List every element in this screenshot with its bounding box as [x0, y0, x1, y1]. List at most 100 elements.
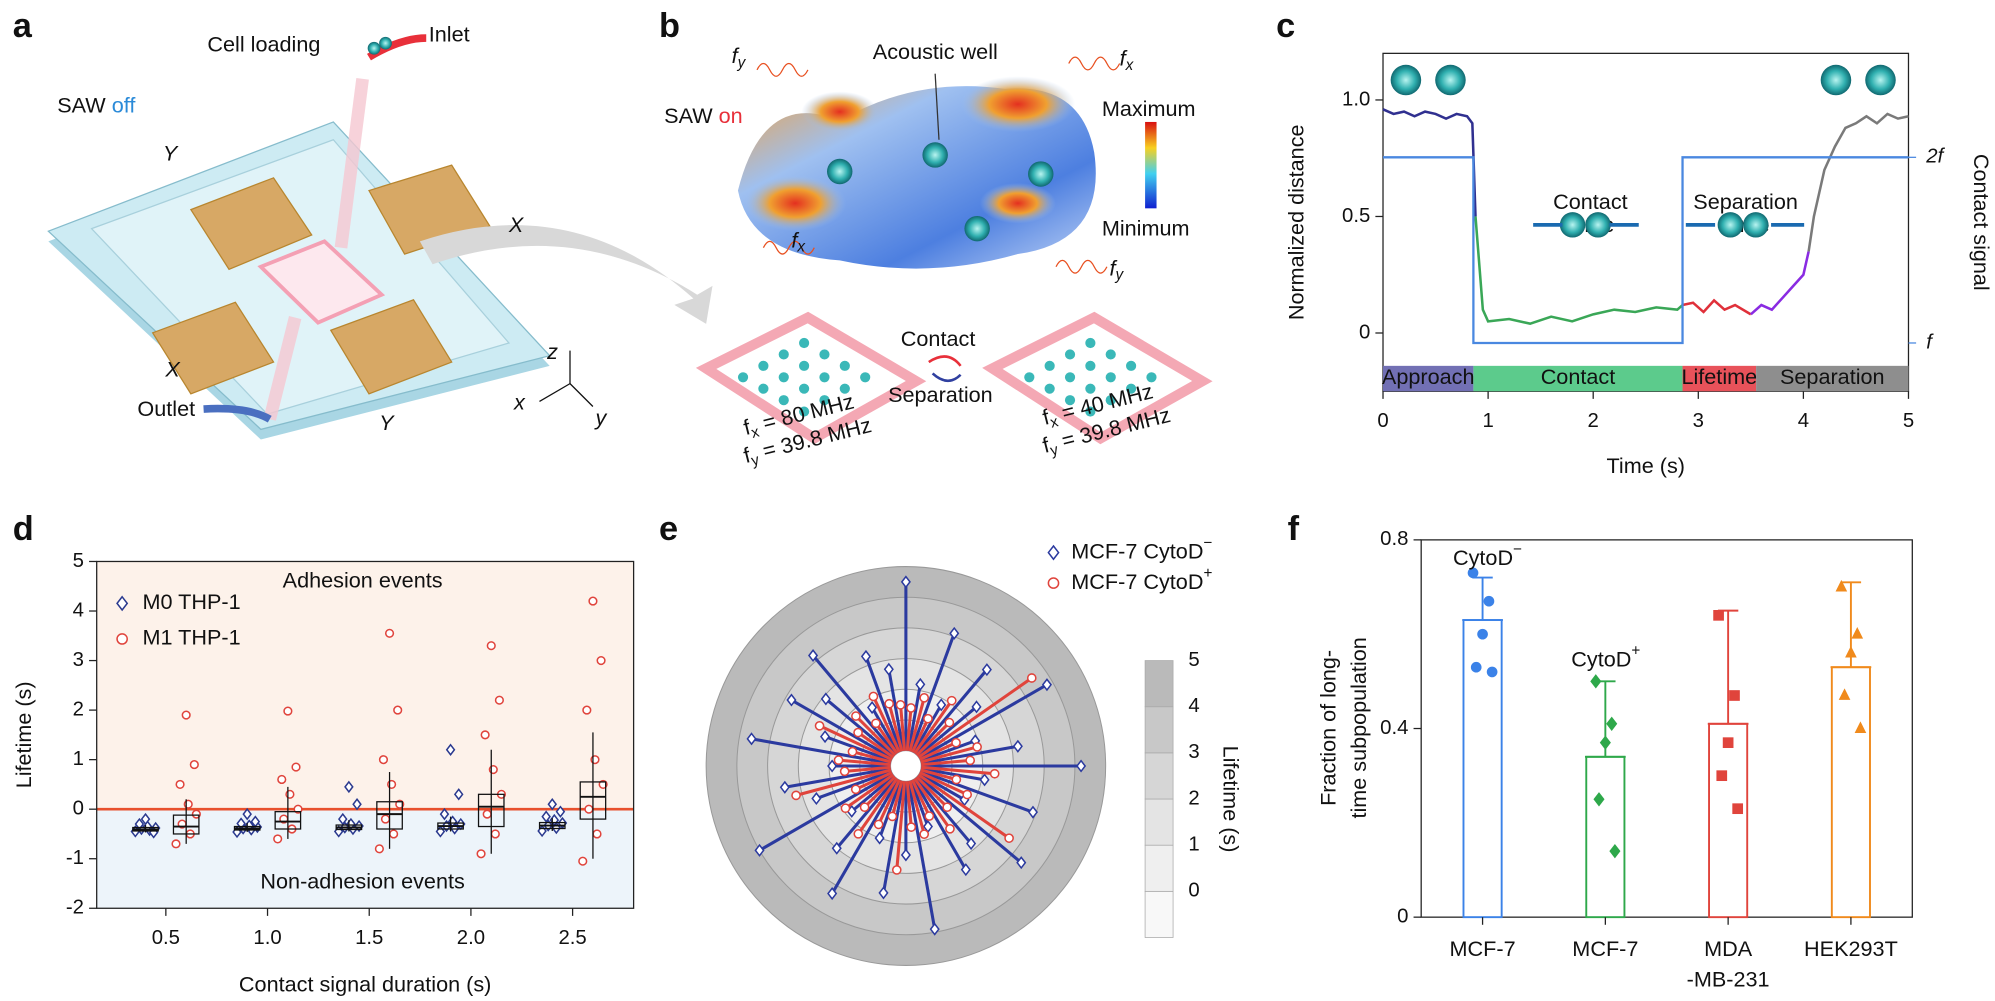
- legend-label: MCF-7 CytoD+: [1071, 565, 1212, 594]
- phase-label: Separation: [1780, 364, 1885, 389]
- electrode: [329, 299, 453, 395]
- cell: [1028, 161, 1054, 187]
- base: f: [732, 43, 740, 68]
- stem: [917, 773, 1010, 840]
- marker: [1016, 856, 1027, 870]
- cell: [778, 372, 789, 383]
- stem: [872, 695, 901, 753]
- sup: +: [1631, 643, 1640, 660]
- cell: [1064, 349, 1076, 360]
- marker: [979, 773, 990, 787]
- stem: [790, 698, 894, 760]
- cell: [1126, 383, 1137, 394]
- label: Cell loading: [207, 31, 320, 56]
- marker: [754, 843, 765, 857]
- electrode: [151, 301, 275, 395]
- colorbar-tick-label: 2: [1188, 787, 1199, 809]
- marker: [1845, 645, 1857, 658]
- marker: [596, 655, 606, 666]
- x-tick-label: -MB-231: [1687, 966, 1770, 991]
- marker: [915, 677, 926, 691]
- state: off: [112, 92, 137, 117]
- cell: [799, 383, 810, 394]
- stem: [918, 772, 966, 802]
- colorbar-band: [1144, 798, 1174, 846]
- y-tick-label: 5: [73, 550, 84, 572]
- region-label: Non-adhesion events: [260, 869, 465, 894]
- stem: [877, 779, 901, 826]
- marker: [962, 789, 973, 800]
- chamber: [982, 311, 1213, 445]
- panel-label: d: [13, 510, 34, 548]
- cell: [1085, 383, 1096, 394]
- stem: [863, 775, 897, 809]
- contact-arrow: [928, 355, 962, 367]
- outlet-arrow: [203, 404, 272, 423]
- marker: [891, 865, 902, 875]
- stem: [870, 706, 900, 754]
- region-label: Adhesion events: [283, 568, 443, 593]
- stem: [917, 676, 1033, 759]
- y-tick-label: 0: [73, 798, 84, 820]
- marker: [344, 780, 354, 794]
- stem: [811, 654, 898, 756]
- text: CytoD: [1453, 545, 1513, 570]
- legend-label: MCF-7 CytoD−: [1071, 535, 1212, 564]
- x-tick-label: 2: [1588, 410, 1599, 432]
- bar: [1830, 666, 1871, 919]
- marker: [874, 831, 885, 845]
- marker: [1012, 739, 1023, 753]
- marker: [445, 743, 456, 756]
- marker: [555, 805, 566, 818]
- stem: [751, 737, 892, 765]
- axis-x: [539, 383, 571, 402]
- cell: [860, 372, 871, 383]
- marker: [878, 886, 889, 900]
- colorbar-tick-label: 5: [1188, 649, 1199, 671]
- stem: [852, 750, 892, 764]
- marker: [867, 701, 878, 715]
- marker: [853, 727, 863, 738]
- marker: [1713, 610, 1724, 621]
- cell: [367, 41, 381, 55]
- stem: [919, 769, 1034, 814]
- stem: [919, 739, 976, 763]
- stem: [919, 741, 957, 761]
- cell: [1390, 64, 1422, 96]
- stem: [818, 724, 893, 761]
- x-tick-label: 2.0: [457, 927, 485, 949]
- ring: [890, 750, 922, 782]
- marker: [895, 700, 906, 710]
- marker: [951, 737, 961, 748]
- stem: [864, 655, 903, 753]
- x-tick-label: HEK293T: [1804, 936, 1898, 961]
- cell: [839, 383, 850, 394]
- annotation: CytoD−: [1453, 541, 1522, 570]
- marker: [1047, 577, 1060, 589]
- marker: [1851, 627, 1864, 639]
- marker: [1076, 759, 1087, 773]
- marker: [1716, 770, 1728, 782]
- panel-label: a: [13, 7, 33, 45]
- box: [579, 781, 607, 820]
- marker: [1467, 567, 1479, 579]
- cell: [1105, 349, 1116, 360]
- marker: [482, 809, 492, 819]
- marker: [839, 766, 850, 777]
- cell: [1085, 337, 1096, 349]
- colorbar-tick-label: 3: [1188, 741, 1199, 763]
- text: MCF-7 CytoD: [1071, 538, 1203, 563]
- stem: [887, 703, 904, 752]
- cell: [819, 372, 830, 383]
- wave-label: fy: [1109, 255, 1124, 284]
- stem: [921, 758, 971, 767]
- marker: [831, 841, 842, 855]
- phase-bar: [1756, 365, 1909, 392]
- legend-label: M0 THP-1: [142, 589, 240, 614]
- cell: [737, 372, 749, 383]
- stem: [911, 718, 930, 753]
- stem: [907, 684, 922, 752]
- marker: [374, 844, 384, 854]
- x-tick-label: 1: [1482, 410, 1493, 432]
- stem: [874, 722, 899, 755]
